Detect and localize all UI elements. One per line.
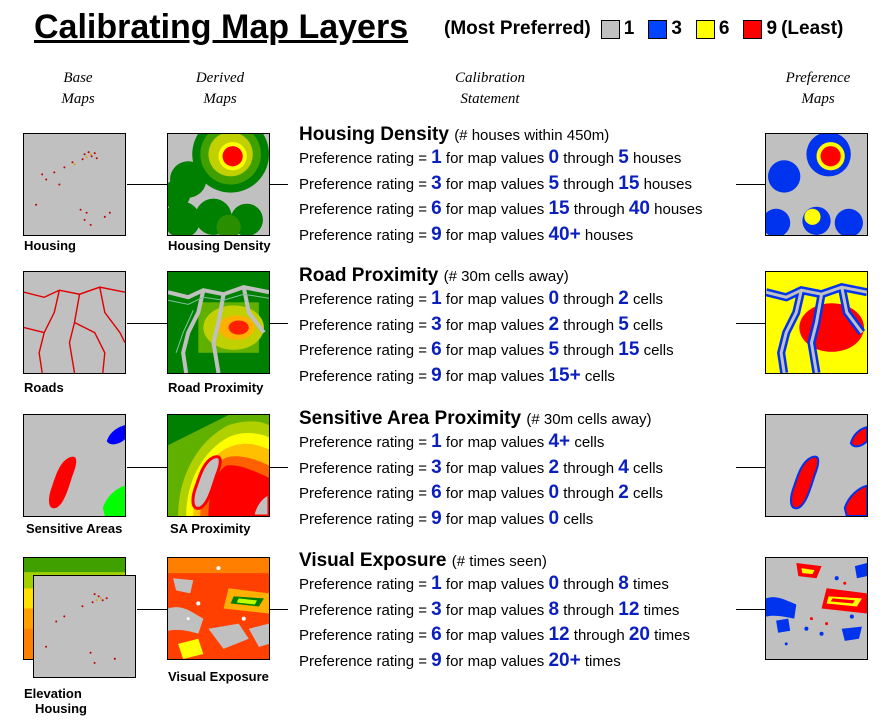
sa-proximity-caption: SA Proximity (170, 521, 251, 536)
rating-line: Preference rating = 1 for map values 0 t… (299, 147, 682, 168)
sensitive-areas-base-map (23, 414, 126, 517)
statement-title: Housing Density (299, 124, 449, 145)
housing-density-caption: Housing Density (168, 238, 271, 253)
legend-swatch-6 (695, 19, 715, 39)
rating-line: Preference rating = 9 for map values 15+… (299, 364, 615, 386)
visual-exposure-statement: Visual Exposure (# times seen) Preferenc… (299, 550, 690, 674)
legend-value-9: 9 (766, 18, 778, 39)
connector-line (270, 184, 288, 185)
housing-density-preference-map (765, 133, 868, 236)
housing-density-statement: Housing Density (# houses within 450m) P… (299, 124, 703, 248)
page-title: Calibrating Map Layers (34, 8, 409, 46)
elevation-base-caption: Elevation (24, 686, 82, 701)
connector-line (137, 609, 167, 610)
statement-unit: (# 30m cells away) (526, 411, 652, 428)
connector-line (736, 184, 766, 185)
connector-line (270, 467, 288, 468)
connector-line (736, 609, 766, 610)
connector-line (127, 184, 167, 185)
rating-line: Preference rating = 3 for map values 8 t… (299, 598, 680, 620)
sensitive-areas-base-caption: Sensitive Areas (26, 521, 123, 536)
rating-line: Preference rating = 6 for map values 0 t… (299, 482, 664, 503)
legend-value-1: 1 (623, 18, 635, 39)
visual-exposure-preference-map (765, 557, 868, 660)
column-header-base-maps: Base Maps (61, 70, 95, 107)
road-proximity-preference-map (765, 271, 868, 374)
sa-proximity-preference-map (765, 414, 868, 517)
connector-line (270, 323, 288, 324)
rating-line: Preference rating = 6 for map values 12 … (299, 624, 690, 645)
statement-title: Road Proximity (299, 265, 439, 286)
legend-swatch-1 (600, 19, 620, 39)
preference-legend: (Most Preferred) 1 3 6 9 (Least) (444, 18, 843, 40)
rating-line: Preference rating = 1 for map values 0 t… (299, 573, 669, 594)
rating-line: Preference rating = 6 for map values 15 … (299, 198, 703, 219)
connector-line (127, 323, 167, 324)
rating-line: Preference rating = 3 for map values 2 t… (299, 313, 664, 335)
housing-density-derived-map (167, 133, 270, 236)
visual-exposure-caption: Visual Exposure (168, 669, 269, 684)
statement-unit: (# 30m cells away) (443, 268, 569, 285)
housing-overlay-base-map (33, 575, 136, 678)
rating-line: Preference rating = 9 for map values 0 c… (299, 507, 594, 529)
visual-exposure-derived-map (167, 557, 270, 660)
rating-line: Preference rating = 6 for map values 5 t… (299, 339, 674, 360)
road-proximity-caption: Road Proximity (168, 380, 264, 395)
connector-line (736, 467, 766, 468)
statement-title: Visual Exposure (299, 550, 447, 571)
sa-proximity-derived-map (167, 414, 270, 517)
roads-base-map (23, 271, 126, 374)
column-header-preference-maps: Preference Maps (785, 70, 851, 107)
legend-swatch-9 (743, 19, 763, 39)
housing-base-caption: Housing (24, 238, 76, 253)
connector-line (736, 323, 766, 324)
rating-line: Preference rating = 3 for map values 5 t… (299, 172, 692, 194)
housing-base-caption-2: Housing (35, 701, 87, 716)
rating-line: Preference rating = 3 for map values 2 t… (299, 456, 664, 478)
legend-swatch-3 (648, 19, 668, 39)
road-proximity-statement: Road Proximity (# 30m cells away) Prefer… (299, 265, 674, 389)
column-header-calibration-statement: Calibration Statement (454, 70, 525, 107)
rating-line: Preference rating = 9 for map values 40+… (299, 223, 634, 245)
rating-line: Preference rating = 1 for map values 4+ … (299, 431, 605, 452)
road-proximity-derived-map (167, 271, 270, 374)
connector-line (127, 467, 167, 468)
housing-base-map (23, 133, 126, 236)
statement-unit: (# houses within 450m) (454, 127, 610, 144)
legend-least-label: (Least) (781, 18, 844, 39)
connector-line (270, 609, 288, 610)
column-header-derived-maps: Derived Maps (195, 70, 245, 107)
legend-most-label: (Most Preferred) (444, 18, 591, 39)
rating-line: Preference rating = 9 for map values 20+… (299, 649, 621, 671)
sensitive-area-proximity-statement: Sensitive Area Proximity (# 30m cells aw… (299, 408, 663, 532)
roads-base-caption: Roads (24, 380, 64, 395)
legend-value-6: 6 (718, 18, 730, 39)
rating-line: Preference rating = 1 for map values 0 t… (299, 288, 664, 309)
legend-value-3: 3 (671, 18, 682, 39)
statement-unit: (# times seen) (451, 553, 547, 570)
statement-title: Sensitive Area Proximity (299, 408, 522, 429)
